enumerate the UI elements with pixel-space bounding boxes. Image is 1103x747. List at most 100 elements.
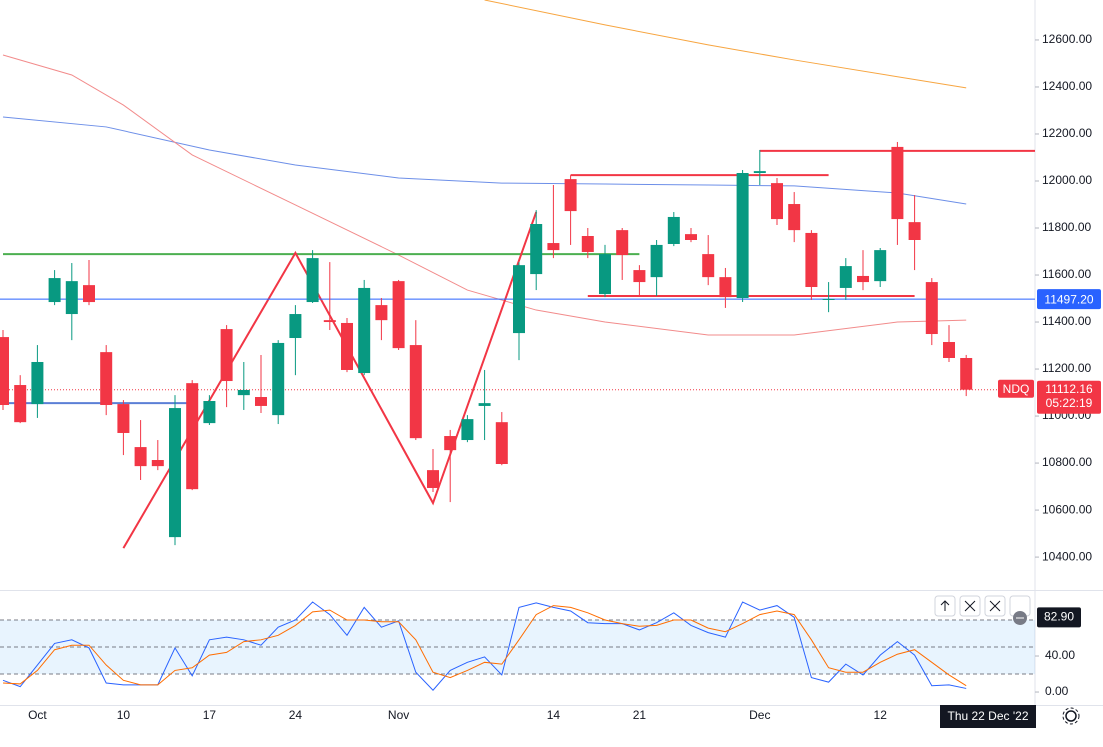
candle-body xyxy=(943,342,955,358)
y-tick-label: 40.00 xyxy=(1045,648,1075,662)
y-tick-label: 10800.00 xyxy=(1042,455,1092,469)
candle-body xyxy=(667,216,680,244)
y-tick-label: 12000.00 xyxy=(1042,173,1092,187)
candle-body xyxy=(478,403,491,406)
candle-body xyxy=(960,357,973,390)
y-tick-label: 10600.00 xyxy=(1042,502,1092,516)
current-value-badge xyxy=(1037,607,1081,628)
line xyxy=(2,54,967,336)
candle-body xyxy=(427,470,439,488)
y-tick-label: 11400.00 xyxy=(1042,314,1091,328)
candle-body xyxy=(736,173,749,299)
symbol-label: NDQ xyxy=(1003,382,1030,396)
candle-body xyxy=(255,397,267,406)
gear-icon xyxy=(1065,710,1077,722)
price-line-badge xyxy=(1037,289,1101,310)
line xyxy=(2,116,967,205)
candle-body xyxy=(65,281,78,315)
axes: 12600.00 12400.00 12200.00 12000.00 11800.00… xyxy=(28,32,1101,728)
y-tick-label: 0.00 xyxy=(1045,684,1069,698)
candle-body xyxy=(822,298,835,300)
candle-body xyxy=(444,436,457,451)
candle-body xyxy=(169,408,181,538)
candle-body xyxy=(289,314,302,339)
current-value-label: 82.90 xyxy=(1044,610,1074,624)
main-pane xyxy=(0,0,1035,549)
candle-body xyxy=(375,305,388,321)
price-line-label: 11497.20 xyxy=(1044,292,1093,306)
candle-body xyxy=(186,383,199,490)
candle-body xyxy=(788,204,801,231)
line xyxy=(484,0,967,89)
candle-body xyxy=(31,361,44,405)
candle-body xyxy=(117,404,130,433)
oscillator-pane xyxy=(0,601,1035,691)
countdown-label: 05:22:19 xyxy=(1046,396,1093,410)
candle-body xyxy=(83,285,95,303)
candle-body xyxy=(513,265,525,334)
candle-body xyxy=(358,287,371,374)
candle-body xyxy=(564,179,577,212)
x-tick-label: Dec xyxy=(749,708,770,722)
y-tick-label: 11600.00 xyxy=(1042,267,1091,281)
candle-body xyxy=(891,146,904,220)
candle-body xyxy=(925,282,938,335)
candle-body xyxy=(341,322,353,370)
date-badge xyxy=(940,705,1036,728)
symbol-badge xyxy=(998,379,1034,398)
oscillator-line xyxy=(2,605,967,687)
candle-body xyxy=(237,389,250,396)
candle-body xyxy=(547,243,560,251)
candle-body xyxy=(616,230,629,256)
icon xyxy=(989,600,1001,612)
candle-body xyxy=(495,422,508,465)
y-tick-label: 11800.00 xyxy=(1042,220,1091,234)
x-tick-label: 21 xyxy=(633,708,647,722)
candle-body xyxy=(753,171,766,174)
candle-body xyxy=(306,258,319,303)
oscillator-line xyxy=(2,601,967,691)
candle-body xyxy=(530,224,543,275)
x-tick-label: Oct xyxy=(28,708,47,722)
last-price-label: 11112.16 xyxy=(1045,382,1093,396)
y-tick-label: 12200.00 xyxy=(1042,126,1092,140)
candle-body xyxy=(48,278,61,303)
candle-body xyxy=(857,275,869,283)
candle-body xyxy=(134,447,147,467)
candle-body xyxy=(392,281,405,349)
gear-teeth xyxy=(1062,707,1080,725)
candle-body xyxy=(771,183,783,220)
candle-body xyxy=(702,254,715,278)
candle-body xyxy=(805,232,818,288)
candle-body xyxy=(461,419,474,441)
y-tick-label: 12400.00 xyxy=(1042,79,1092,93)
candle-body xyxy=(409,345,422,439)
candle-body xyxy=(323,320,336,323)
x-tick-label: 12 xyxy=(874,708,888,722)
x-tick-label: 10 xyxy=(117,708,131,722)
candle-body xyxy=(203,401,216,424)
candle-body xyxy=(272,342,285,416)
candle-body xyxy=(14,385,27,423)
y-tick-label: 10400.00 xyxy=(1042,549,1092,563)
x-tick-label: 14 xyxy=(547,708,561,722)
candle-body xyxy=(151,460,164,467)
icon xyxy=(964,600,976,612)
pane-buttons[interactable] xyxy=(934,595,1031,625)
y-tick-label: 12600.00 xyxy=(1042,32,1092,46)
candle-body xyxy=(874,250,887,282)
candle-body xyxy=(0,337,9,406)
x-tick-label: Nov xyxy=(388,708,409,722)
x-tick-label: 24 xyxy=(289,708,303,722)
candle-body xyxy=(633,270,646,283)
date-label: Thu 22 Dec '22 xyxy=(947,709,1028,723)
y-tick-label: 11200.00 xyxy=(1042,361,1091,375)
settings-button[interactable] xyxy=(1062,707,1080,725)
candle-body xyxy=(685,234,697,240)
candle-body xyxy=(650,244,663,278)
last-price-badge xyxy=(1037,380,1101,414)
candle-body xyxy=(599,254,611,295)
candle-body xyxy=(581,236,594,252)
